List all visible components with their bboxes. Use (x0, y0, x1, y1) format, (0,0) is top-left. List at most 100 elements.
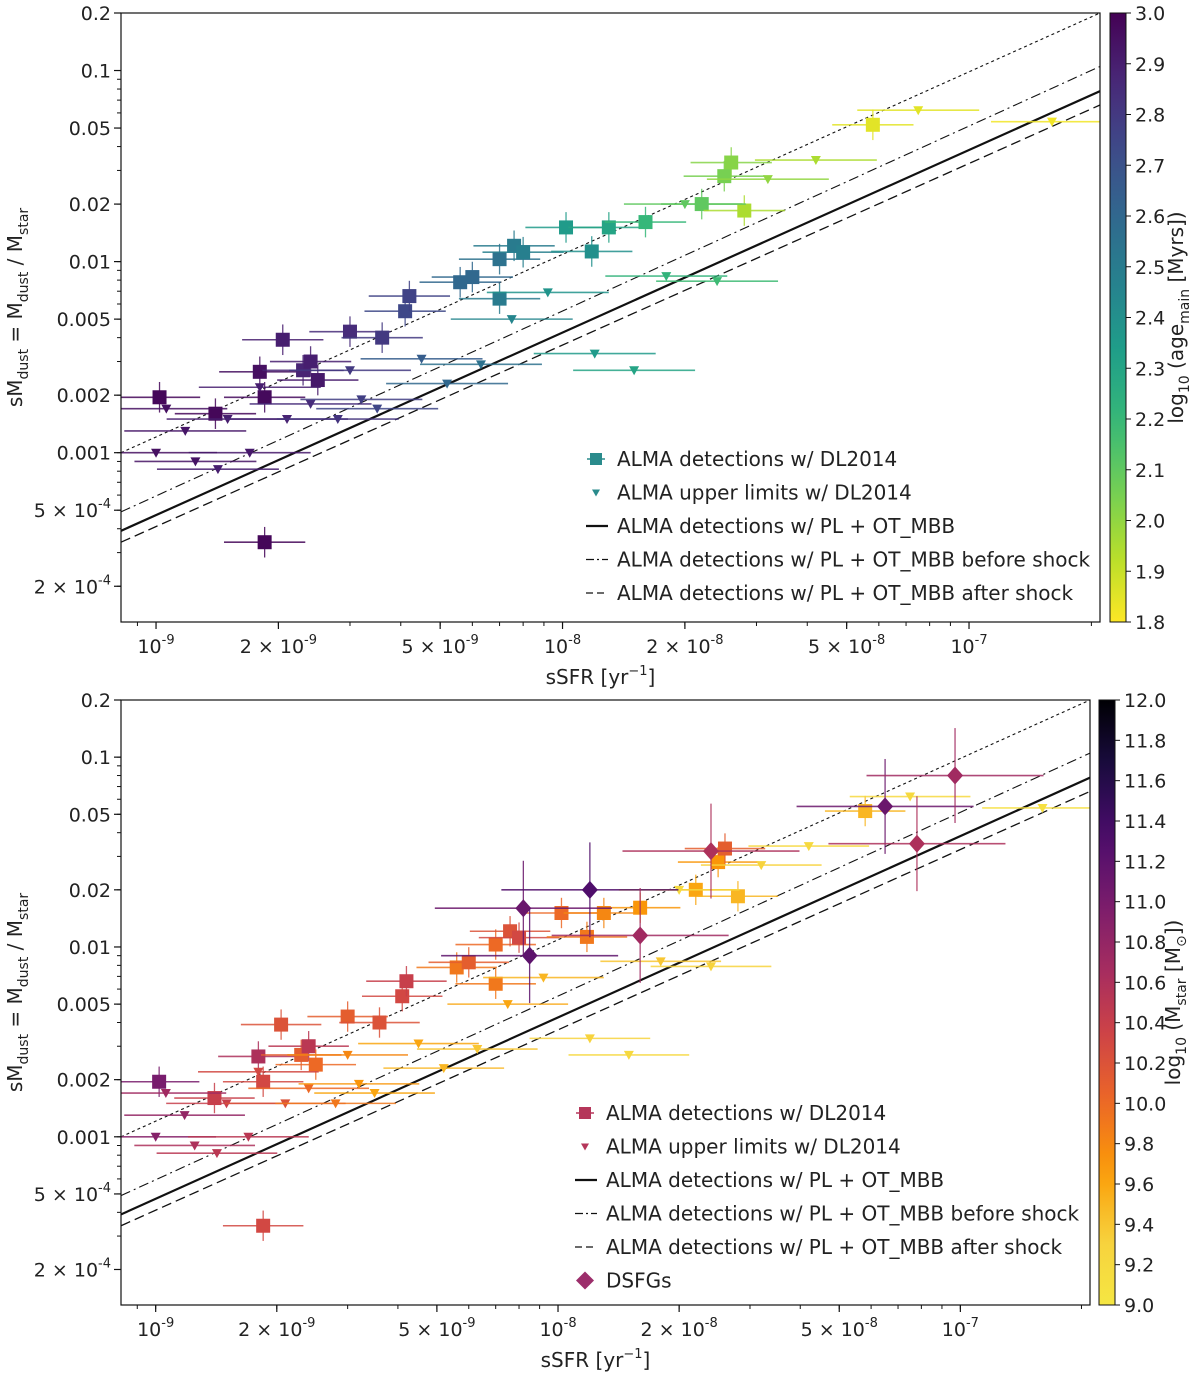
colorbar-tick-label: 2.4 (1135, 308, 1165, 330)
detection-marker (730, 889, 745, 904)
upper-limit-marker (438, 1064, 449, 1074)
x-tick-label: 5 × 10-8 (808, 633, 885, 658)
y-tick-label: 0.01 (69, 937, 111, 959)
y-tick-label: 0.1 (81, 747, 111, 769)
upper-limit-marker (150, 1132, 161, 1142)
legend-swatch-diamond (576, 1271, 594, 1290)
series-diamond (434, 728, 1044, 1004)
colorbar-tick-label: 2.9 (1135, 54, 1165, 76)
upper-limit-marker (244, 448, 255, 458)
upper-limit-marker (356, 395, 367, 405)
detection-marker (251, 1049, 266, 1064)
upper-limit-marker (303, 1084, 314, 1094)
detection-marker (488, 937, 503, 952)
x-axis-label: sSFR [yr−1] (541, 1347, 651, 1372)
y-axis-label: sMdust = Mdust / Mstar (3, 893, 32, 1093)
detection-marker (375, 330, 390, 345)
colorbar-tick-label: 1.9 (1135, 561, 1165, 583)
colorbar-tick-label: 2.3 (1135, 358, 1165, 380)
detection-marker (717, 169, 732, 184)
colorbar-gradient (1109, 12, 1127, 623)
detection-marker (579, 929, 594, 944)
colorbar-tick-label: 2.7 (1135, 155, 1165, 177)
y-tick-label: 2 × 10-4 (34, 1256, 111, 1281)
upper-limit-marker (243, 1132, 254, 1142)
detection-marker (516, 245, 531, 260)
detection-marker (449, 960, 464, 975)
colorbar-tick-label: 12.0 (1124, 690, 1166, 712)
series-triangle-down (121, 106, 1100, 475)
y-tick-label: 0.005 (57, 309, 111, 331)
model-line-dashed (121, 790, 1090, 1227)
x-tick-label: 2 × 10-9 (240, 633, 317, 658)
legend-label: ALMA detections w/ DL2014 (606, 1101, 886, 1125)
y-tick-label: 0.002 (57, 1070, 111, 1092)
upper-limit-marker (1046, 117, 1057, 127)
detection-marker (601, 220, 616, 235)
colorbar-tick-label: 10.8 (1124, 932, 1166, 954)
y-tick-label: 0.002 (57, 385, 111, 407)
model-line-solid (121, 90, 1100, 532)
dsfg-marker (632, 926, 649, 945)
upper-limit-marker (762, 175, 773, 185)
upper-limit-marker (623, 1050, 634, 1060)
legend: ALMA detections w/ DL2014 ALMA upper limi… (586, 447, 1091, 605)
upper-limit-marker (538, 973, 549, 983)
upper-limit-marker (372, 404, 383, 414)
colorbar: 12.0 11.8 11.6 11.4 11.2 11.0 10.8 10.6 10.4 10.2… (1098, 690, 1190, 1317)
y-tick-label: 2 × 10-4 (34, 573, 111, 598)
detection-marker (461, 955, 476, 970)
detection-marker (584, 244, 599, 259)
y-tick-label: 0.05 (69, 118, 111, 140)
y-tick-label: 5 × 10-4 (34, 1181, 111, 1206)
plot-area (121, 13, 1100, 558)
upper-limit-marker (254, 383, 265, 393)
x-tick-label: 10-8 (544, 633, 581, 658)
upper-limit-marker (1037, 803, 1048, 813)
detection-marker (207, 1091, 222, 1106)
detection-marker (717, 841, 732, 856)
y-tick-label: 0.01 (69, 252, 111, 274)
upper-limit-marker (332, 415, 343, 425)
colorbar-tick-label: 2.6 (1135, 206, 1165, 228)
colorbar-tick-label: 9.0 (1124, 1295, 1154, 1317)
x-tick-label: 10-9 (137, 633, 174, 658)
detection-marker (208, 406, 223, 421)
upper-limit-marker (712, 277, 723, 287)
upper-limit-marker (674, 885, 685, 895)
x-axis-label: sSFR [yr−1] (546, 664, 656, 689)
y-tick-label: 0.2 (81, 3, 111, 25)
legend-label: ALMA detections w/ PL + OT_MBB (606, 1168, 944, 1192)
colorbar-tick-label: 10.6 (1124, 972, 1166, 994)
dsfg-marker (581, 880, 598, 899)
colorbar-tick-label: 11.4 (1124, 811, 1166, 833)
legend-label: ALMA upper limits w/ DL2014 (606, 1135, 901, 1159)
colorbar-tick-label: 2.5 (1135, 257, 1165, 279)
chart-panel-bottom: 10-9 2 × 10-9 5 × 10-9 10-8 2 × 10-8 5 × 10-8… (3, 690, 1190, 1372)
colorbar-tick-label: 11.8 (1124, 730, 1166, 752)
detection-marker (256, 1218, 271, 1233)
upper-limit-marker (589, 349, 600, 359)
upper-limit-marker (212, 465, 223, 475)
upper-limit-marker (344, 366, 355, 376)
colorbar-tick-label: 1.8 (1135, 612, 1165, 634)
upper-limit-marker (190, 457, 201, 467)
colorbar-tick-label: 2.8 (1135, 105, 1165, 127)
detection-marker (554, 905, 569, 920)
colorbar-label: log10 (Mstar [M⊙]) (1161, 920, 1190, 1086)
dsfg-marker (947, 766, 964, 785)
x-tick-label: 2 × 10-9 (238, 1316, 315, 1341)
detection-marker (453, 275, 468, 290)
detection-marker (402, 289, 417, 304)
x-tick-label: 5 × 10-9 (398, 1316, 475, 1341)
detection-marker (256, 1074, 271, 1089)
model-line-dashed (121, 104, 1100, 543)
y-tick-label: 5 × 10-4 (34, 497, 111, 522)
detection-marker (724, 155, 739, 170)
legend-label: ALMA detections w/ DL2014 (617, 447, 897, 471)
upper-limit-marker (253, 1067, 264, 1077)
chart-panel-top: 10-9 2 × 10-9 5 × 10-9 10-8 2 × 10-8 5 × 10-8… (3, 3, 1193, 689)
detection-marker (596, 905, 611, 920)
x-tick-label: 10-7 (942, 1316, 979, 1341)
